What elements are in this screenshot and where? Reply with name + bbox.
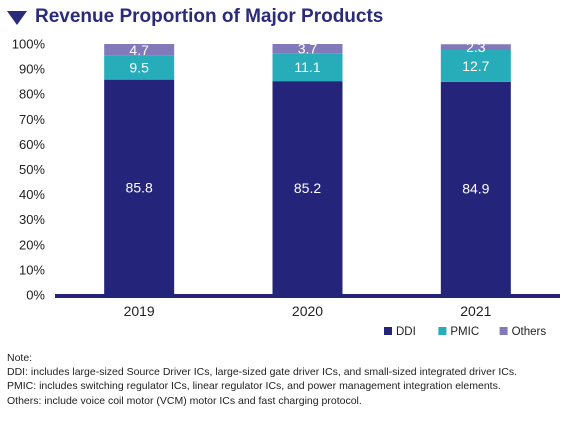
legend-swatch-pmic [438, 327, 447, 335]
chart-header: Revenue Proportion of Major Products [7, 5, 383, 29]
y-tick-label: 50% [19, 162, 45, 177]
data-label-pmic: 12.7 [462, 58, 489, 74]
notes-heading: Note: [7, 352, 33, 364]
x-tick-label: 2021 [460, 303, 491, 319]
bar-pmic-2021 [440, 50, 511, 82]
stacked-bar-chart: 0% 10% 20% 30% 40% 50% 60% 70% 80% 90% 100% 85.8 9.5… [12, 37, 560, 338]
data-label-ddi: 84.9 [462, 180, 489, 196]
data-label-others: 4.7 [129, 42, 149, 58]
note-pmic: PMIC: includes switching regulator ICs, … [7, 380, 501, 393]
bar-pmic-2020 [272, 53, 343, 82]
y-tick-label: 0% [26, 288, 45, 303]
y-tick-label: 80% [19, 87, 45, 102]
data-label-pmic: 11.1 [294, 59, 320, 75]
chart-title: Revenue Proportion of Major Products [35, 6, 384, 27]
y-tick-label: 10% [19, 262, 45, 277]
x-tick-label: 2020 [292, 303, 323, 319]
note-ddi: DDI: includes large-sized Source Driver … [7, 366, 518, 379]
y-tick-label: 70% [19, 112, 45, 127]
bar-ddi-2019 [104, 79, 175, 295]
y-tick-label: 60% [19, 137, 45, 152]
legend-swatch-ddi [384, 327, 392, 335]
note-others: Others: include voice coil motor (VCM) m… [7, 394, 362, 407]
bar-others-2021 [440, 44, 511, 51]
bar-others-2020 [272, 44, 343, 54]
triangle-down-icon [7, 11, 27, 25]
data-label-others: 2.3 [466, 39, 486, 55]
legend-label-others: Others [512, 326, 547, 338]
bar-pmic-2019 [104, 55, 175, 80]
legend-swatch-others [499, 327, 508, 335]
y-tick-label: 100% [12, 37, 46, 52]
data-label-ddi: 85.2 [294, 180, 321, 196]
bar-others-2019 [104, 44, 175, 56]
x-tick-label: 2019 [124, 303, 155, 319]
legend-label-ddi: DDI [396, 326, 416, 338]
bar-ddi-2021 [440, 81, 511, 295]
bar-ddi-2020 [272, 81, 343, 295]
y-tick-label: 90% [19, 62, 45, 77]
data-label-ddi: 85.8 [126, 179, 153, 195]
x-axis-line [55, 294, 560, 298]
data-label-pmic: 9.5 [129, 60, 149, 76]
legend-label-pmic: PMIC [450, 326, 479, 338]
chart-notes: Note: DDI: includes large-sized Source D… [7, 351, 567, 408]
y-tick-label: 20% [19, 237, 45, 252]
y-tick-label: 40% [19, 187, 45, 202]
y-tick-label: 30% [19, 212, 45, 227]
data-label-others: 3.7 [298, 41, 318, 57]
